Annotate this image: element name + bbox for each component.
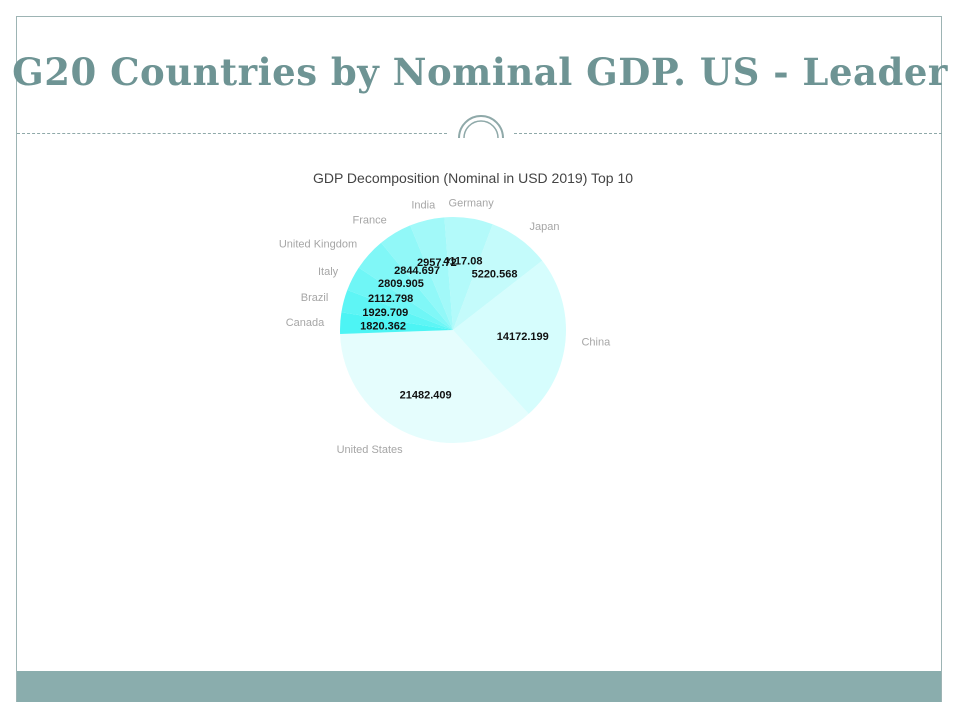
pie-slice-brazil <box>341 290 453 330</box>
value-label-brazil: 1929.709 <box>362 307 408 319</box>
value-label-france: 2844.697 <box>394 265 440 277</box>
category-label-united-kingdom: United Kingdom <box>279 239 357 251</box>
chart-title: GDP Decomposition (Nominal in USD 2019) … <box>313 170 633 186</box>
category-label-brazil: Brazil <box>301 292 329 304</box>
divider-ornament-icon <box>458 115 504 139</box>
category-label-united-states: United States <box>337 444 404 456</box>
value-label-india: 2957.72 <box>417 257 457 269</box>
category-label-canada: Canada <box>286 317 325 329</box>
title-divider-left <box>17 133 447 134</box>
value-label-canada: 1820.362 <box>360 321 406 333</box>
category-label-india: India <box>411 199 436 211</box>
value-label-japan: 5220.568 <box>472 269 518 281</box>
pie-slice-germany <box>444 217 493 330</box>
value-label-united-states: 21482.409 <box>400 390 452 402</box>
value-label-united-kingdom: 2809.905 <box>378 278 424 290</box>
pie-slice-canada <box>340 312 453 334</box>
value-label-germany: 4117.08 <box>443 256 482 268</box>
footer-band <box>17 671 941 702</box>
value-label-italy: 2112.798 <box>368 293 413 305</box>
pie-slice-united-kingdom <box>358 242 453 330</box>
pie-slice-china <box>453 260 566 414</box>
title-divider-right <box>514 133 942 134</box>
category-label-italy: Italy <box>318 266 339 278</box>
category-label-japan: Japan <box>529 221 559 233</box>
pie-slice-india <box>410 217 453 330</box>
category-label-germany: Germany <box>449 197 495 209</box>
category-label-france: France <box>353 214 387 226</box>
category-label-china: China <box>581 336 611 348</box>
pie-slice-united-states <box>340 330 529 443</box>
pie-slice-japan <box>453 224 543 330</box>
value-label-china: 14172.199 <box>497 331 549 343</box>
slide-title: G20 Countries by Nominal GDP. US - Leade… <box>12 50 948 94</box>
pie-slice-italy <box>347 267 453 330</box>
pie-slice-france <box>381 225 453 330</box>
